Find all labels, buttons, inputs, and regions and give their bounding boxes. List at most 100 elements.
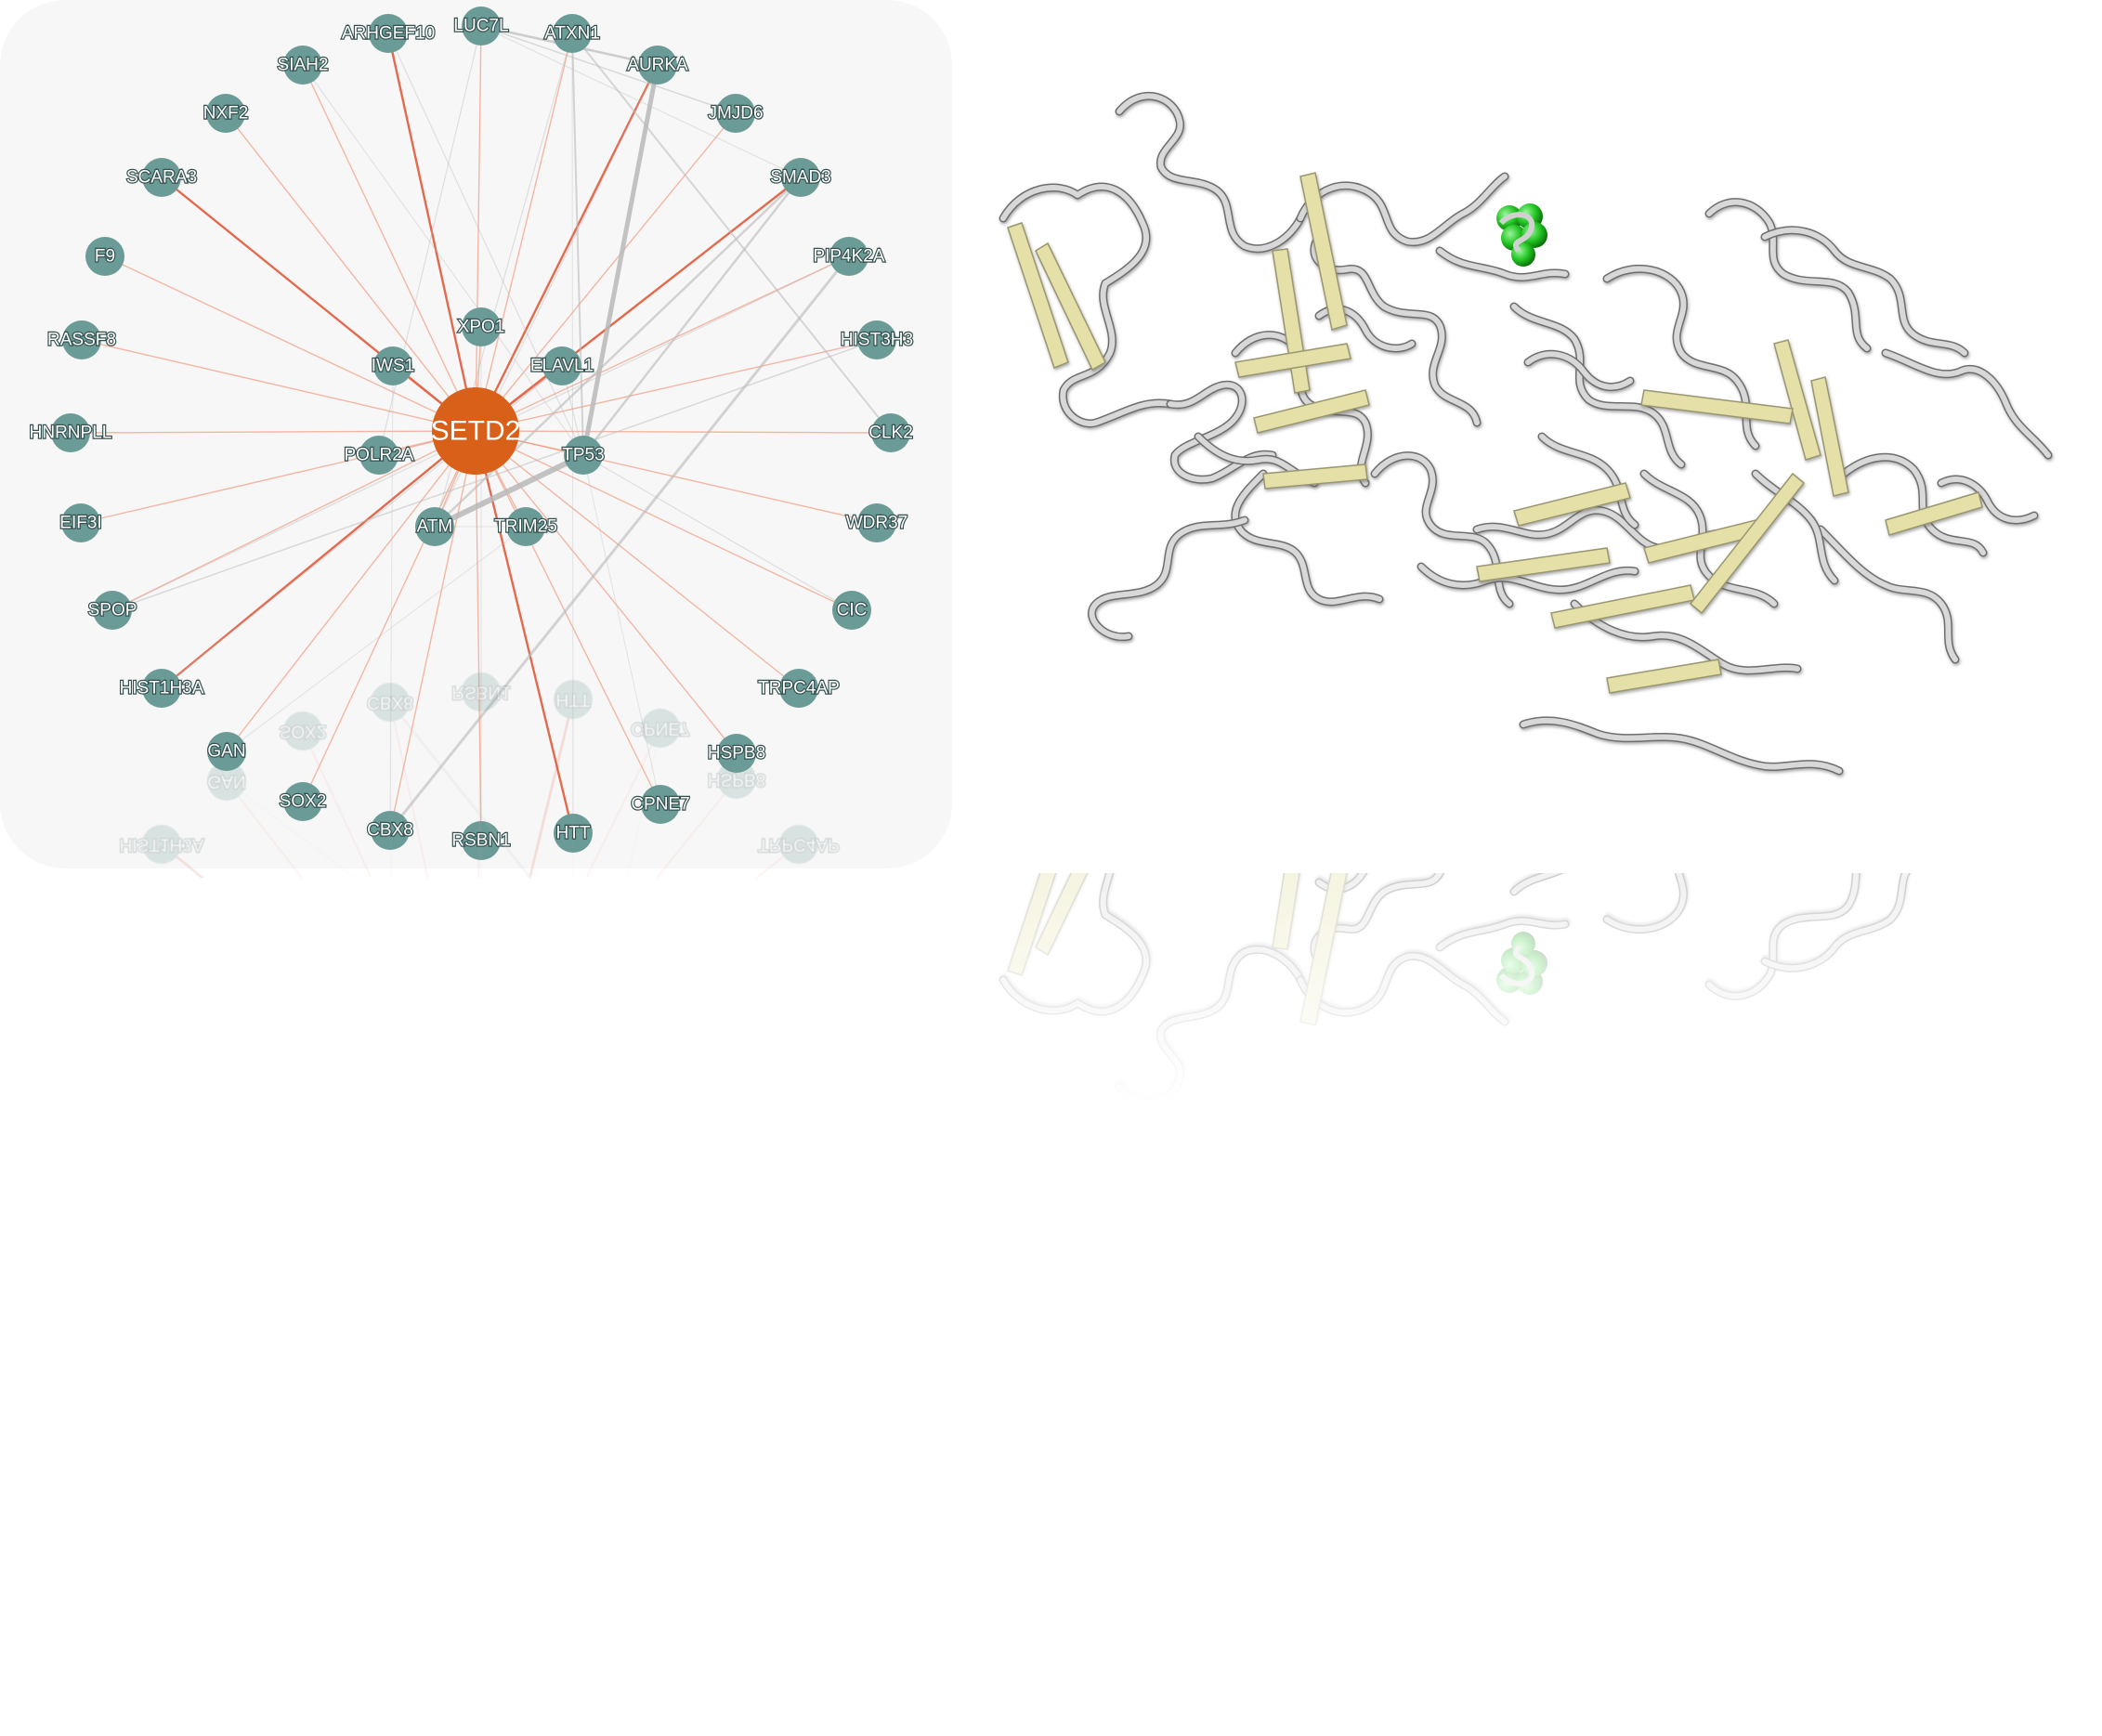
- node-circle: [415, 507, 454, 546]
- hub-label: SETD2: [431, 416, 521, 447]
- node-label: PIP4K2A: [813, 247, 884, 267]
- node-pip4k2a[interactable]: PIP4K2A: [812, 237, 886, 276]
- node-atm[interactable]: ATM: [415, 507, 454, 546]
- hub-edge-arhgef10: [386, 33, 477, 432]
- node-label: CBX8: [367, 821, 413, 841]
- node-label: TRPC4AP: [758, 679, 840, 698]
- edge-siah2-tp53: [302, 64, 584, 456]
- edge-cpne7-tp53: [582, 454, 661, 805]
- edge-htt-atxn1: [571, 33, 574, 834]
- node-circle: [62, 320, 101, 359]
- hub-edge-atxn1: [475, 33, 573, 432]
- node-scara3[interactable]: SCARA3: [125, 158, 198, 197]
- hub-edge-f9: [104, 255, 477, 432]
- protein-coil-backbone: [999, 91, 2053, 776]
- node-htt[interactable]: HTT: [554, 814, 593, 853]
- edge-gan-trim25: [226, 526, 527, 752]
- node-luc7l[interactable]: LUC7L: [452, 7, 510, 46]
- node-hist3h3[interactable]: HIST3H3: [840, 320, 914, 359]
- node-label: HIST3H3: [841, 331, 913, 350]
- hub-edge-aurka: [474, 64, 659, 432]
- node-circle: [554, 814, 593, 853]
- hub-edge-hist3h3: [475, 339, 878, 432]
- node-circle: [462, 821, 501, 860]
- node-circle: [462, 7, 501, 46]
- edge-atxn1-clk2: [571, 33, 892, 434]
- node-label: RSBN1: [451, 831, 510, 851]
- node-hnrnpll[interactable]: HNRNPLL: [28, 413, 113, 452]
- node-circle: [142, 158, 181, 197]
- node-label: XPO1: [458, 318, 505, 337]
- node-jmjd6[interactable]: JMJD6: [707, 94, 764, 133]
- node-label: ATXN1: [544, 24, 600, 44]
- node-elavl1[interactable]: ELAVL1: [529, 346, 594, 385]
- node-label: HTT: [556, 824, 591, 843]
- node-circle: [829, 237, 868, 276]
- hub-edge-hnrnpll: [70, 430, 477, 434]
- node-circle: [85, 237, 124, 276]
- hub-node-setd2[interactable]: SETD2: [431, 387, 521, 475]
- node-label: CIC: [837, 601, 868, 620]
- node-siah2[interactable]: SIAH2: [276, 46, 330, 85]
- node-spop[interactable]: SPOP: [86, 591, 138, 630]
- node-circle: [506, 507, 545, 546]
- node-aurka[interactable]: AURKA: [626, 46, 689, 85]
- node-label: RASSF8: [47, 331, 116, 350]
- node-cbx8[interactable]: CBX8: [366, 811, 414, 850]
- hub-edge-eif3i: [80, 430, 477, 524]
- node-gan[interactable]: GAN: [206, 732, 247, 771]
- node-circle: [553, 14, 592, 53]
- edge-tp53-smad3: [582, 176, 802, 456]
- node-cpne7[interactable]: CPNE7: [630, 785, 691, 824]
- node-label: F9: [95, 247, 115, 267]
- node-rassf8[interactable]: RASSF8: [46, 320, 117, 359]
- node-circle: [283, 46, 322, 85]
- node-circle: [369, 14, 408, 53]
- node-circle: [717, 734, 756, 773]
- node-atxn1[interactable]: ATXN1: [543, 14, 601, 53]
- node-label: CPNE7: [631, 795, 689, 815]
- node-xpo1[interactable]: XPO1: [456, 307, 506, 346]
- node-circle: [542, 346, 581, 385]
- node-iws1[interactable]: IWS1: [371, 346, 415, 385]
- edge-tp53-cic: [582, 454, 853, 611]
- node-clk2[interactable]: CLK2: [868, 413, 914, 452]
- node-label: LUC7L: [453, 17, 508, 36]
- hub-edge-rsbn1: [475, 430, 482, 842]
- hub-edge-hist1h3a: [161, 430, 477, 689]
- svg-text:HSPB8: HSPB8: [708, 770, 765, 790]
- node-label: SOX2: [280, 792, 327, 812]
- hub-edge-nxf2: [225, 112, 477, 432]
- node-arhgef10[interactable]: ARHGEF10: [341, 14, 436, 53]
- hub-edge-jmjd6: [475, 112, 737, 432]
- node-trim25[interactable]: TRIM25: [493, 507, 558, 546]
- node-circle: [564, 436, 603, 475]
- node-nxf2[interactable]: NXF2: [202, 94, 249, 133]
- edge-atm-tp53: [433, 452, 585, 529]
- node-hspb8[interactable]: HSPB8: [707, 734, 766, 773]
- node-smad3[interactable]: SMAD3: [769, 158, 832, 197]
- node-circle: [373, 346, 412, 385]
- hub-edge-wdr37: [475, 430, 878, 524]
- node-cic[interactable]: CIC: [832, 591, 871, 630]
- hub-edge-cbx8: [389, 430, 477, 831]
- node-circle: [206, 94, 245, 133]
- node-tp53[interactable]: TP53: [561, 436, 606, 475]
- node-hist1h3a[interactable]: HIST1H3A: [118, 669, 205, 708]
- node-circle: [462, 307, 501, 346]
- node-polr2a[interactable]: POLR2A: [343, 436, 415, 475]
- node-eif3i[interactable]: EIF3I: [59, 503, 103, 542]
- node-wdr37[interactable]: WDR37: [845, 503, 908, 542]
- interaction-network-graph: XPO1 IWS1 ELAVL1 POLR2A TP53 ATM TRIM25 ARHGEF1…: [28, 7, 914, 860]
- node-f9[interactable]: F9: [85, 237, 124, 276]
- node-rsbn1[interactable]: RSBN1: [450, 821, 512, 860]
- node-trpc4ap[interactable]: TRPC4AP: [757, 669, 841, 708]
- hub-edge-spop: [111, 430, 477, 611]
- node-label: AURKA: [627, 56, 688, 75]
- edge-atm-smad3: [434, 176, 802, 528]
- ligand-spheres: [1496, 203, 1547, 267]
- node-sox2[interactable]: SOX2: [278, 782, 328, 821]
- node-label: EIF3I: [59, 514, 101, 533]
- edge-atxn1-tp53: [571, 33, 584, 456]
- hub-circle: [432, 387, 519, 475]
